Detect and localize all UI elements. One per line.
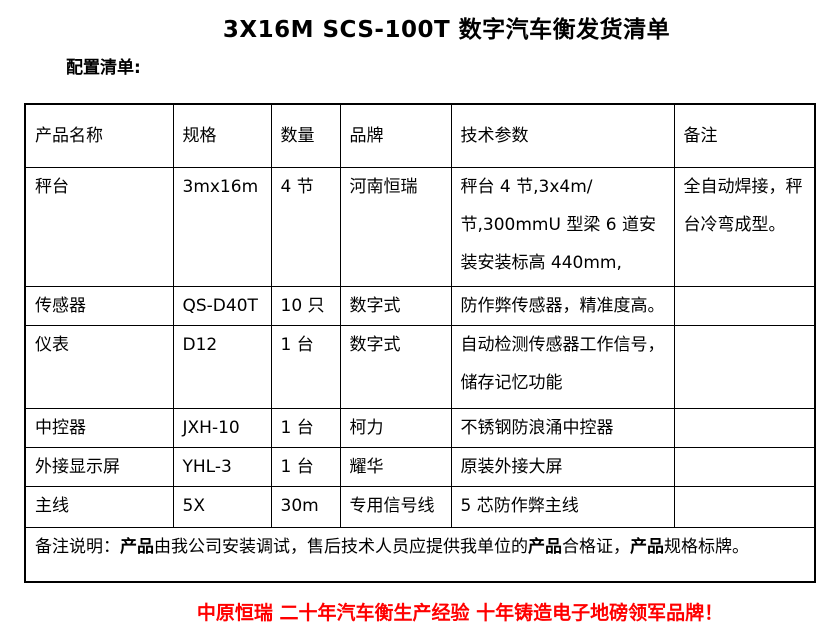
cell-qty: 1 台: [270, 446, 341, 487]
cell-brand: 专用信号线: [339, 485, 452, 528]
cell-brand: 耀华: [339, 446, 452, 487]
cell-spec: JXH-10: [172, 407, 272, 448]
column-header-spec: 规格: [172, 103, 272, 168]
cell-qty: 30m: [270, 485, 341, 528]
cell-product-name: 外接显示屏: [24, 446, 174, 487]
remark-segment: 产品: [528, 536, 562, 557]
cell-note: [673, 446, 816, 487]
cell-spec: QS-D40T: [172, 285, 272, 326]
section-label: 配置清单:: [66, 58, 141, 78]
page-title: 3X16M SCS-100T 数字汽车衡发货清单: [222, 17, 671, 43]
cell-product-name: 传感器: [24, 285, 174, 326]
cell-note: 全自动焊接，秤台冷弯成型。: [673, 166, 816, 287]
footer-slogan: 中原恒瑞 二十年汽车衡生产经验 十年铸造电子地磅领军品牌！: [196, 602, 724, 624]
cell-params: 5 芯防作弊主线: [450, 485, 675, 528]
cell-brand: 数字式: [339, 324, 452, 409]
cell-note: [673, 407, 816, 448]
cell-product-name: 主线: [24, 485, 174, 528]
column-header-note: 备注: [673, 103, 816, 168]
cell-brand: 数字式: [339, 285, 452, 326]
cell-qty: 4 节: [270, 166, 341, 287]
cell-note: [673, 285, 816, 326]
cell-params: 自动检测传感器工作信号，储存记忆功能: [450, 324, 675, 409]
cell-qty: 1 台: [270, 324, 341, 409]
column-header-params: 技术参数: [450, 103, 675, 168]
cell-params: 防作弊传感器，精准度高。: [450, 285, 675, 326]
cell-spec: D12: [172, 324, 272, 409]
table-header-row: 产品名称 规格 数量 品牌 技术参数 备注: [24, 103, 816, 168]
cell-brand: 柯力: [339, 407, 452, 448]
remark-segment: 备注说明：: [35, 536, 120, 557]
cell-params: 秤台 4 节,3x4m/节,300mmU 型梁 6 道安装安装标高 440mm,: [450, 166, 675, 287]
table-row: 外接显示屏 YHL-3 1 台 耀华 原装外接大屏: [24, 446, 816, 487]
cell-note: [673, 485, 816, 528]
config-table: 产品名称 规格 数量 品牌 技术参数 备注 秤台 3mx16m 4 节 河南恒瑞…: [24, 103, 816, 583]
column-header-qty: 数量: [270, 103, 341, 168]
remark-segment: 由我公司安装调试，售后技术人员应提供我单位的: [154, 536, 528, 557]
cell-brand: 河南恒瑞: [339, 166, 452, 287]
column-header-brand: 品牌: [339, 103, 452, 168]
cell-product-name: 中控器: [24, 407, 174, 448]
cell-qty: 1 台: [270, 407, 341, 448]
table-row: 中控器 JXH-10 1 台 柯力 不锈钢防浪涌中控器: [24, 407, 816, 448]
table-row: 仪表 D12 1 台 数字式 自动检测传感器工作信号，储存记忆功能: [24, 324, 816, 409]
cell-spec: 5X: [172, 485, 272, 528]
cell-spec: 3mx16m: [172, 166, 272, 287]
remark-segment: 产品: [120, 536, 154, 557]
table-row: 主线 5X 30m 专用信号线 5 芯防作弊主线: [24, 485, 816, 528]
table-row: 传感器 QS-D40T 10 只 数字式 防作弊传感器，精准度高。: [24, 285, 816, 326]
cell-product-name: 秤台: [24, 166, 174, 287]
column-header-product: 产品名称: [24, 103, 174, 168]
table-row: 秤台 3mx16m 4 节 河南恒瑞 秤台 4 节,3x4m/节,300mmU …: [24, 166, 816, 287]
cell-params: 原装外接大屏: [450, 446, 675, 487]
remark-segment: 产品: [630, 536, 664, 557]
remark-row: 备注说明：产品由我公司安装调试，售后技术人员应提供我单位的产品合格证，产品规格标…: [24, 526, 816, 583]
cell-product-name: 仪表: [24, 324, 174, 409]
cell-note: [673, 324, 816, 409]
cell-params: 不锈钢防浪涌中控器: [450, 407, 675, 448]
cell-qty: 10 只: [270, 285, 341, 326]
cell-spec: YHL-3: [172, 446, 272, 487]
remark-segment: 规格标牌。: [664, 536, 749, 557]
remark-cell: 备注说明：产品由我公司安装调试，售后技术人员应提供我单位的产品合格证，产品规格标…: [24, 526, 816, 583]
remark-segment: 合格证，: [562, 536, 630, 557]
